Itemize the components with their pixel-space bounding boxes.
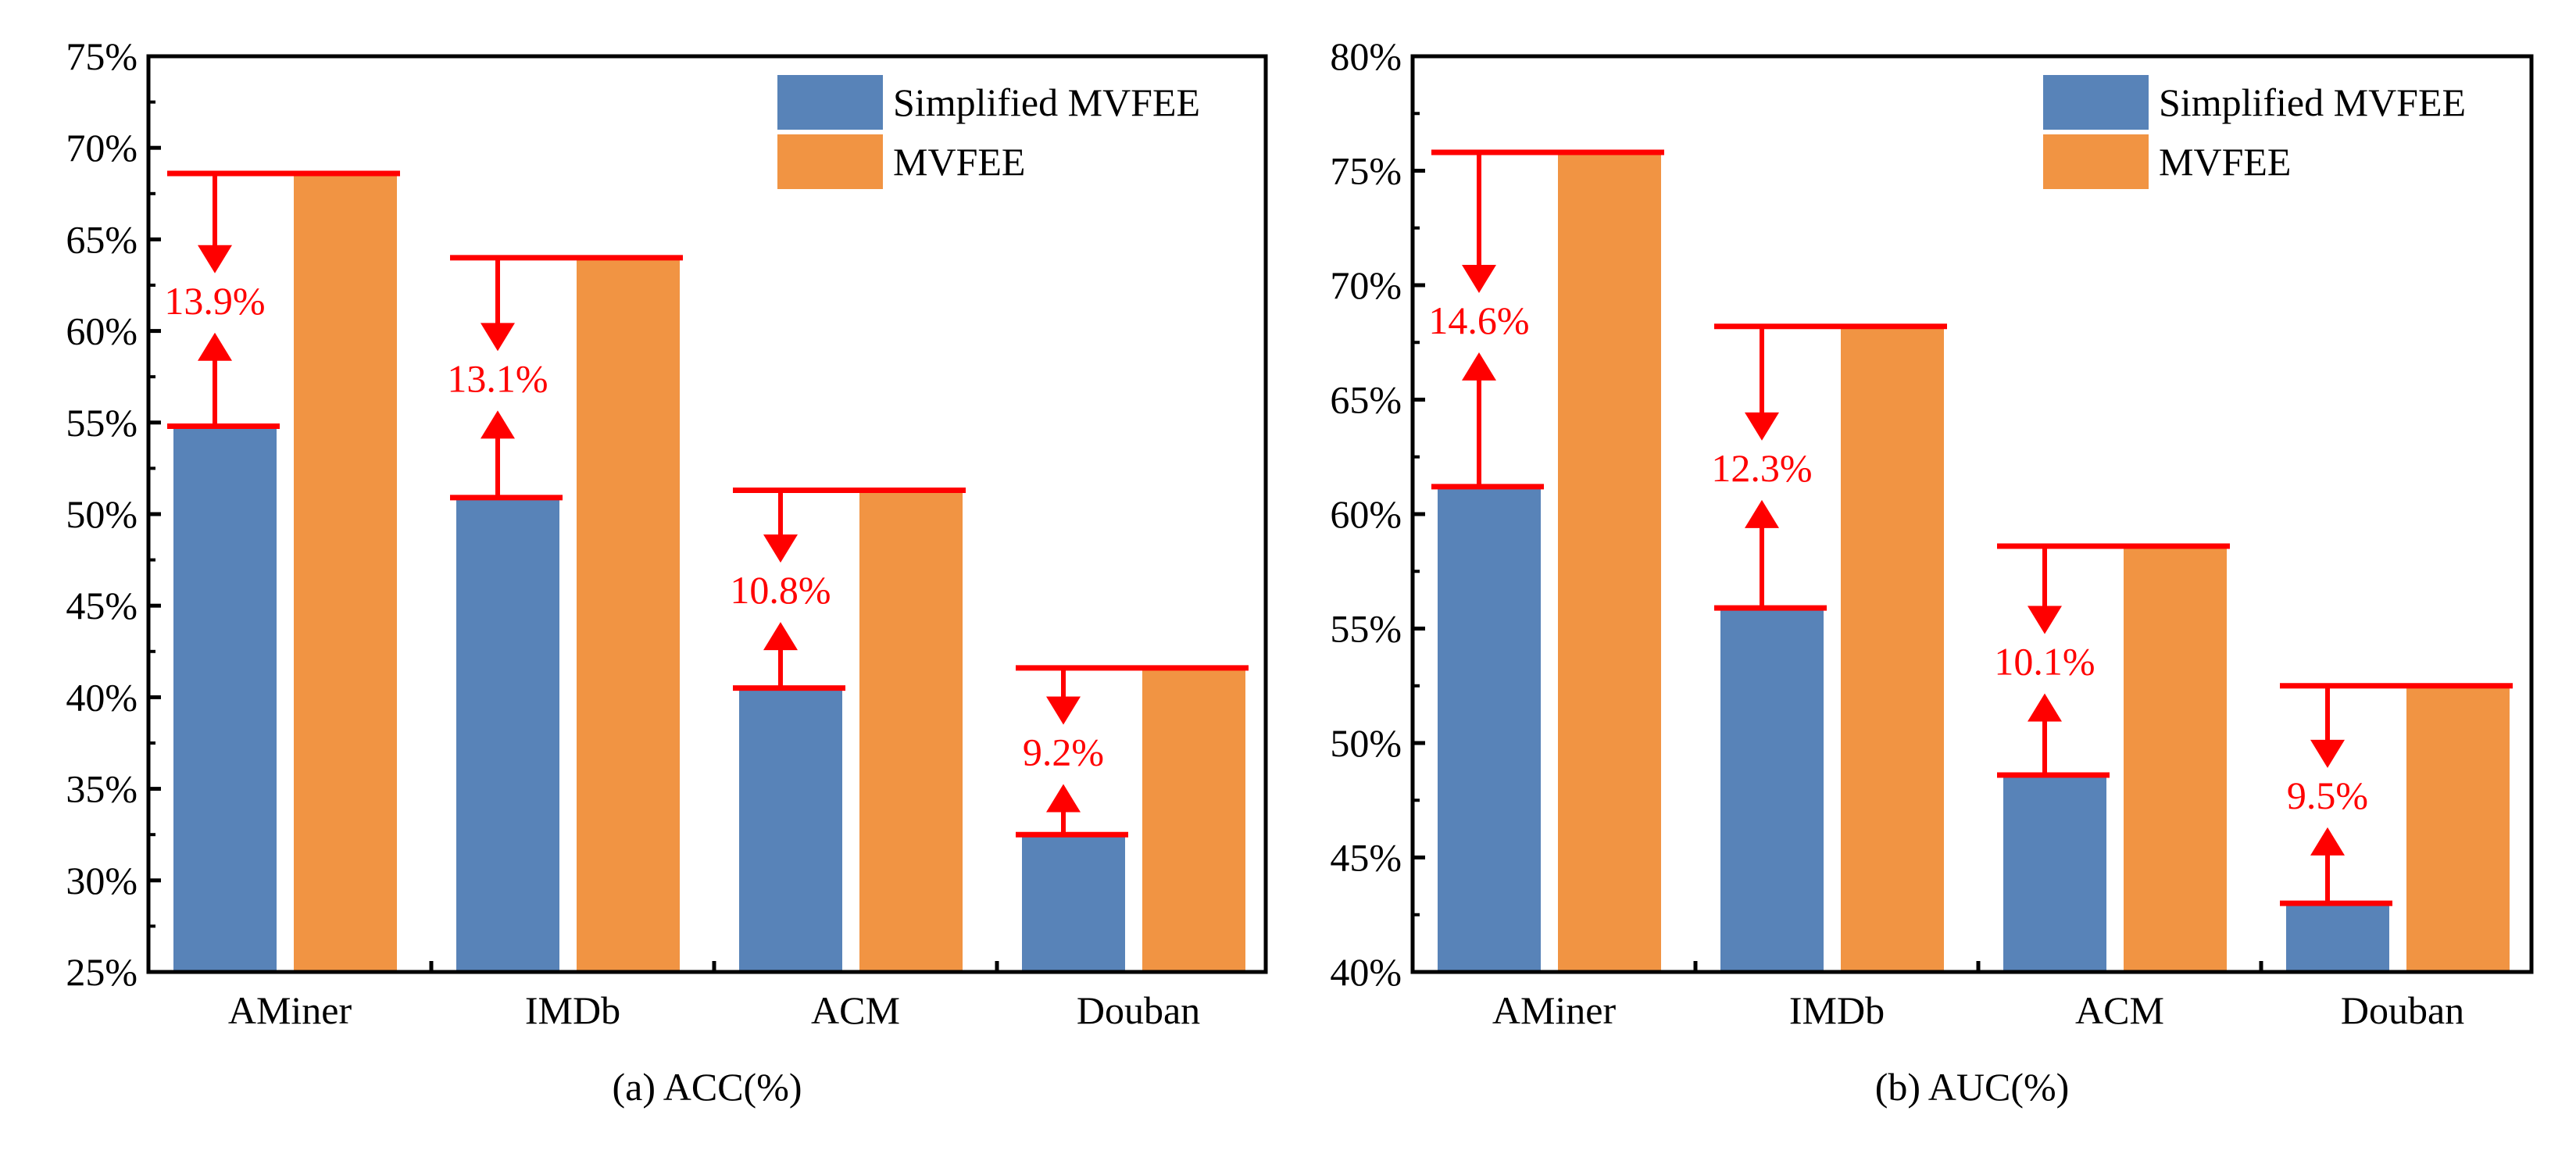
x-tick-label-acm: ACM bbox=[811, 988, 900, 1032]
bar-simplified-acm bbox=[739, 688, 842, 972]
y-tick-label: 70% bbox=[66, 126, 138, 170]
bar-mvfee-acm bbox=[2124, 546, 2227, 972]
bar-simplified-imdb bbox=[456, 497, 559, 972]
y-tick-label: 30% bbox=[66, 859, 138, 902]
legend-label-mvfee: MVFEE bbox=[2159, 140, 2291, 184]
y-tick-label: 40% bbox=[66, 675, 138, 719]
arrow-up-head-aminer bbox=[198, 332, 232, 361]
y-tick-label: 45% bbox=[1330, 836, 1402, 880]
gap-label-douban: 9.2% bbox=[1023, 731, 1104, 774]
bar-mvfee-imdb bbox=[577, 257, 680, 973]
gap-label-aminer: 13.9% bbox=[164, 279, 265, 323]
legend-label-simplified: Simplified MVFEE bbox=[2159, 80, 2466, 124]
chart-caption: (b) AUC(%) bbox=[1875, 1065, 2070, 1109]
arrow-down-head-acm bbox=[2028, 606, 2062, 634]
arrow-down-head-acm bbox=[763, 534, 798, 563]
arrow-down-head-aminer bbox=[1462, 264, 1496, 293]
gap-label-acm: 10.1% bbox=[1994, 640, 2095, 684]
arrow-down-head-imdb bbox=[1745, 412, 1779, 441]
arrow-up-head-douban bbox=[2310, 827, 2345, 856]
bar-simplified-imdb bbox=[1720, 608, 1824, 972]
arrow-up-head-acm bbox=[763, 622, 798, 651]
arrow-up-head-imdb bbox=[1745, 499, 1779, 528]
gap-label-douban: 9.5% bbox=[2287, 774, 2368, 817]
bar-mvfee-douban bbox=[2406, 685, 2510, 972]
arrow-up-head-douban bbox=[1046, 784, 1081, 813]
legend-swatch-simplified bbox=[2043, 75, 2149, 130]
bar-mvfee-imdb bbox=[1841, 326, 1944, 972]
y-tick-label: 65% bbox=[66, 217, 138, 261]
gap-label-aminer: 14.6% bbox=[1428, 298, 1529, 342]
arrow-down-head-aminer bbox=[198, 245, 232, 273]
y-tick-label: 50% bbox=[1330, 721, 1402, 765]
x-tick-label-acm: ACM bbox=[2075, 988, 2164, 1032]
gap-label-imdb: 13.1% bbox=[447, 356, 548, 400]
y-tick-label: 40% bbox=[1330, 950, 1402, 994]
bar-simplified-aminer bbox=[173, 426, 277, 972]
arrow-down-head-imdb bbox=[481, 323, 515, 352]
x-tick-label-imdb: IMDb bbox=[1789, 988, 1885, 1032]
arrow-up-head-aminer bbox=[1462, 352, 1496, 380]
y-tick-label: 50% bbox=[66, 492, 138, 536]
bar-simplified-douban bbox=[2286, 903, 2389, 972]
bar-mvfee-aminer bbox=[294, 173, 397, 973]
y-tick-label: 35% bbox=[66, 767, 138, 811]
legend: Simplified MVFEE MVFEE bbox=[2043, 75, 2466, 189]
gap-label-acm: 10.8% bbox=[730, 568, 831, 612]
bar-mvfee-aminer bbox=[1558, 152, 1661, 972]
y-tick-label: 60% bbox=[1330, 492, 1402, 536]
x-tick-label-imdb: IMDb bbox=[525, 988, 620, 1032]
arrow-down-head-douban bbox=[2310, 739, 2345, 768]
legend-label-simplified: Simplified MVFEE bbox=[893, 80, 1200, 124]
legend-swatch-mvfee bbox=[777, 134, 883, 189]
y-tick-label: 55% bbox=[1330, 607, 1402, 651]
y-tick-label: 45% bbox=[66, 584, 138, 627]
x-tick-label-aminer: AMiner bbox=[1492, 988, 1617, 1032]
bar-mvfee-acm bbox=[859, 490, 963, 972]
y-tick-label: 55% bbox=[66, 401, 138, 445]
chart-panel-acc: 13.9% AMiner 13.1% IMDb 10.8% ACM 9.2% Douban 25… bbox=[66, 34, 1268, 1109]
chart-caption: (a) ACC(%) bbox=[613, 1065, 802, 1109]
y-tick-label: 75% bbox=[66, 34, 138, 78]
bar-simplified-aminer bbox=[1438, 486, 1541, 972]
legend-label-mvfee: MVFEE bbox=[893, 140, 1025, 184]
y-tick-label: 60% bbox=[66, 309, 138, 353]
x-tick-label-douban: Douban bbox=[2341, 988, 2464, 1032]
x-tick-label-douban: Douban bbox=[1077, 988, 1200, 1032]
y-tick-label: 65% bbox=[1330, 378, 1402, 422]
arrow-up-head-imdb bbox=[481, 410, 515, 439]
bar-simplified-acm bbox=[2003, 775, 2106, 972]
bar-mvfee-douban bbox=[1142, 667, 1245, 972]
y-tick-label: 75% bbox=[1330, 149, 1402, 193]
x-tick-label-aminer: AMiner bbox=[228, 988, 352, 1032]
y-tick-label: 80% bbox=[1330, 34, 1402, 78]
arrow-down-head-douban bbox=[1046, 696, 1081, 725]
legend-swatch-simplified bbox=[777, 75, 883, 130]
gap-label-imdb: 12.3% bbox=[1711, 446, 1812, 490]
legend-swatch-mvfee bbox=[2043, 134, 2149, 189]
arrow-up-head-acm bbox=[2028, 693, 2062, 722]
y-tick-label: 70% bbox=[1330, 263, 1402, 307]
legend: Simplified MVFEE MVFEE bbox=[777, 75, 1200, 189]
bar-simplified-douban bbox=[1022, 834, 1125, 972]
chart-panel-auc: 14.6% AMiner 12.3% IMDb 10.1% ACM 9.5% Douban 40… bbox=[1330, 34, 2534, 1109]
y-tick-label: 25% bbox=[66, 950, 138, 994]
